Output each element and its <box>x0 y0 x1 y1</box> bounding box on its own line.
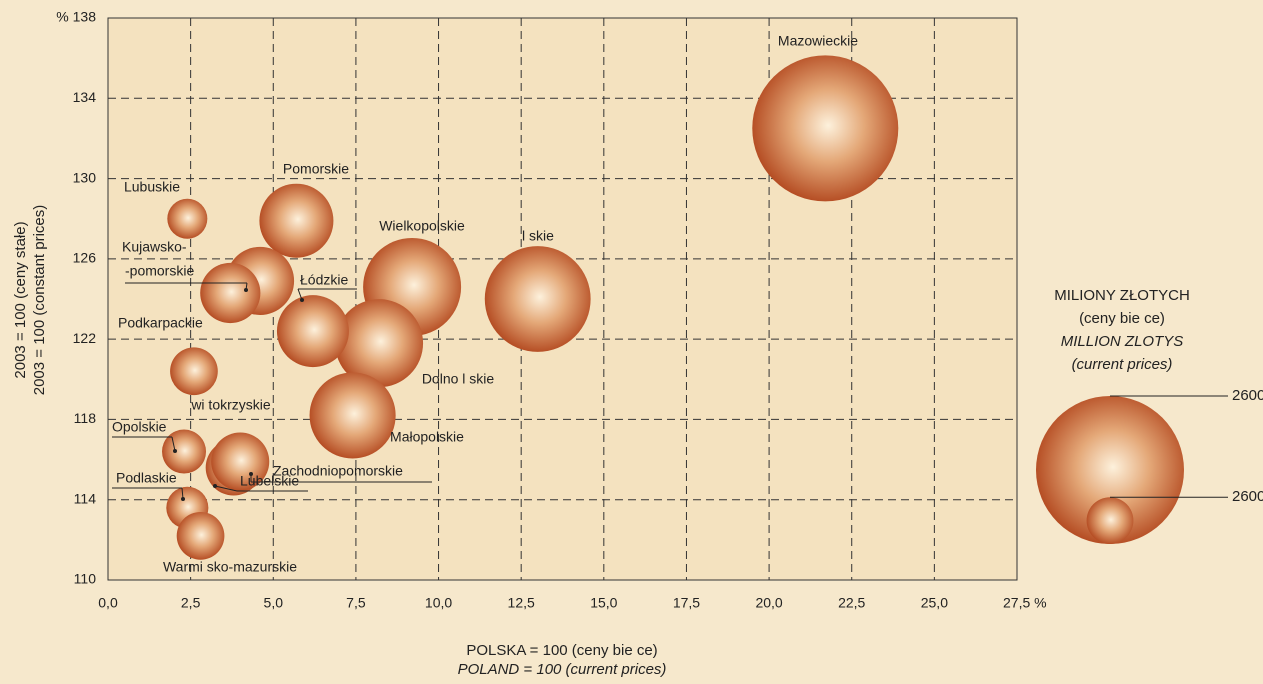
point-label: Łódzkie <box>300 272 348 288</box>
point-label: Pomorskie <box>283 161 349 177</box>
leader-dot <box>249 472 253 476</box>
point-label: Mazowieckie <box>778 33 858 49</box>
point-label: Kujawsko- <box>122 239 187 255</box>
legend-bubble <box>1036 396 1184 544</box>
legend-value: 260000 <box>1232 387 1263 404</box>
x-tick-label: 5,0 <box>264 595 284 611</box>
bubble <box>276 295 349 368</box>
bubble <box>484 246 591 352</box>
legend-title: MILIONY ZŁOTYCH <box>1054 287 1190 304</box>
y-tick-label: 122 <box>73 330 97 346</box>
y-axis-label: 2003 = 100 (constant prices) <box>31 205 48 396</box>
point-label: wi tokrzyskie <box>190 397 271 413</box>
leader-dot <box>173 449 177 453</box>
x-tick-label: 20,0 <box>755 595 782 611</box>
bubble <box>309 372 396 459</box>
y-tick-label: 126 <box>73 250 97 266</box>
x-tick-label: 7,5 <box>346 595 366 611</box>
leader-line <box>214 485 308 492</box>
point-label: Warmi sko-mazurskie <box>163 559 297 575</box>
point-label: Wielkopolskie <box>379 218 465 234</box>
point-label: Zachodniopomorskie <box>273 463 403 479</box>
leader-dot <box>213 484 217 488</box>
x-axis-label: POLAND = 100 (current prices) <box>458 661 667 678</box>
legend-title: (current prices) <box>1072 356 1173 373</box>
x-tick-label: 25,0 <box>921 595 948 611</box>
point-label: -pomorskie <box>125 263 194 279</box>
y-tick-label: 130 <box>73 169 97 185</box>
x-tick-label: 22,5 <box>838 595 865 611</box>
leader-dot <box>300 298 304 302</box>
point-label: Lubuskie <box>124 179 180 195</box>
point-label: l skie <box>522 228 554 244</box>
legend-title: (ceny bie ce) <box>1079 310 1165 327</box>
leader-line <box>112 436 176 452</box>
bubble <box>176 511 225 560</box>
bubble <box>200 262 261 324</box>
x-tick-label: 0,0 <box>98 595 118 611</box>
bubble <box>162 429 207 474</box>
point-label: Podlaskie <box>116 470 177 486</box>
point-label: Lubelskie <box>240 473 299 489</box>
leader-dot <box>181 497 185 501</box>
x-tick-label: 27,5 % <box>1003 595 1047 611</box>
y-tick-label: 114 <box>74 490 97 506</box>
bubble <box>211 432 270 491</box>
x-tick-label: 15,0 <box>590 595 617 611</box>
y-tick-label: 134 <box>73 89 97 105</box>
y-axis-label: 2003 = 100 (ceny stałe) <box>12 221 29 378</box>
x-tick-label: 2,5 <box>181 595 201 611</box>
x-tick-label: 12,5 <box>508 595 535 611</box>
bubble <box>752 55 899 202</box>
y-tick-label: % 138 <box>56 9 96 25</box>
x-axis-label: POLSKA = 100 (ceny bie ce) <box>466 642 657 659</box>
point-label: Małopolskie <box>390 429 464 445</box>
x-tick-label: 17,5 <box>673 595 700 611</box>
bubble <box>335 299 424 388</box>
point-label: Podkarpackie <box>118 315 203 331</box>
legend-title: MILLION ZLOTYS <box>1061 333 1184 350</box>
bubble <box>259 183 334 258</box>
y-tick-label: 110 <box>74 571 97 587</box>
x-tick-label: 10,0 <box>425 595 452 611</box>
legend-value: 26000 <box>1232 488 1263 505</box>
leader-dot <box>244 288 248 292</box>
point-label: Opolskie <box>112 419 167 435</box>
y-tick-label: 118 <box>74 410 97 426</box>
bubble <box>170 347 218 396</box>
bubble <box>167 198 208 239</box>
point-label: Dolno l skie <box>422 371 495 387</box>
legend-bubble <box>1086 497 1134 544</box>
